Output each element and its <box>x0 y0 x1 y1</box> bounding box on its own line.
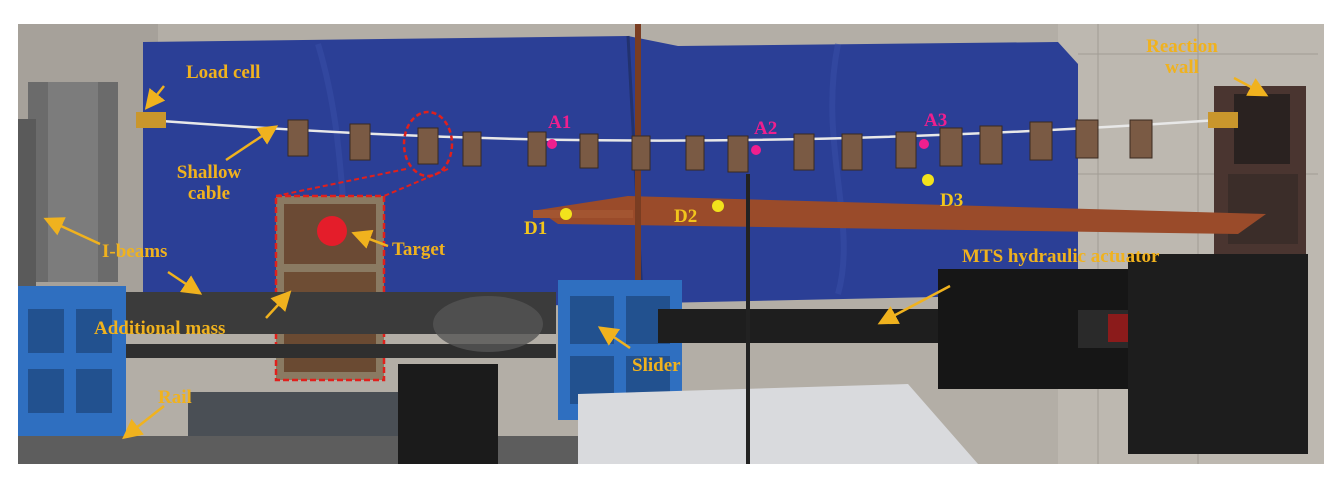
rail-label: Rail <box>158 387 192 408</box>
load-cell <box>136 112 166 128</box>
shallow-cable-label: Shallow cable <box>176 162 242 204</box>
test-setup-photo: Load cell Reaction wall Shallow cable I-… <box>18 24 1324 464</box>
load-cell-label: Load cell <box>186 62 261 83</box>
a3-label: A3 <box>924 110 948 131</box>
annotation-arrows <box>43 76 1269 440</box>
rail <box>18 436 618 464</box>
mts-actuator-label: MTS hydraulic actuator <box>962 246 1160 267</box>
d3-label: D3 <box>940 190 964 211</box>
d2-label: D2 <box>674 206 698 227</box>
d1-label: D1 <box>524 218 548 239</box>
d3-marker <box>922 174 934 186</box>
target-label: Target <box>392 239 446 260</box>
highlight-ellipse <box>402 110 454 178</box>
mass-blocks <box>287 119 1153 173</box>
a2-marker <box>751 145 761 155</box>
i-beams-label: I-beams <box>102 241 168 262</box>
d2-marker <box>712 200 724 212</box>
target-marker <box>317 216 347 246</box>
reaction-wall-label: Reaction wall <box>1146 36 1218 78</box>
a1-label: A1 <box>548 112 572 133</box>
a2-label: A2 <box>754 118 778 139</box>
white-table <box>578 384 978 464</box>
additional-mass-label: Additional mass <box>94 318 226 339</box>
a1-marker <box>547 139 557 149</box>
d1-marker <box>560 208 572 220</box>
a3-marker <box>919 139 929 149</box>
slider-label: Slider <box>632 355 681 376</box>
lab-scene <box>18 24 1324 464</box>
